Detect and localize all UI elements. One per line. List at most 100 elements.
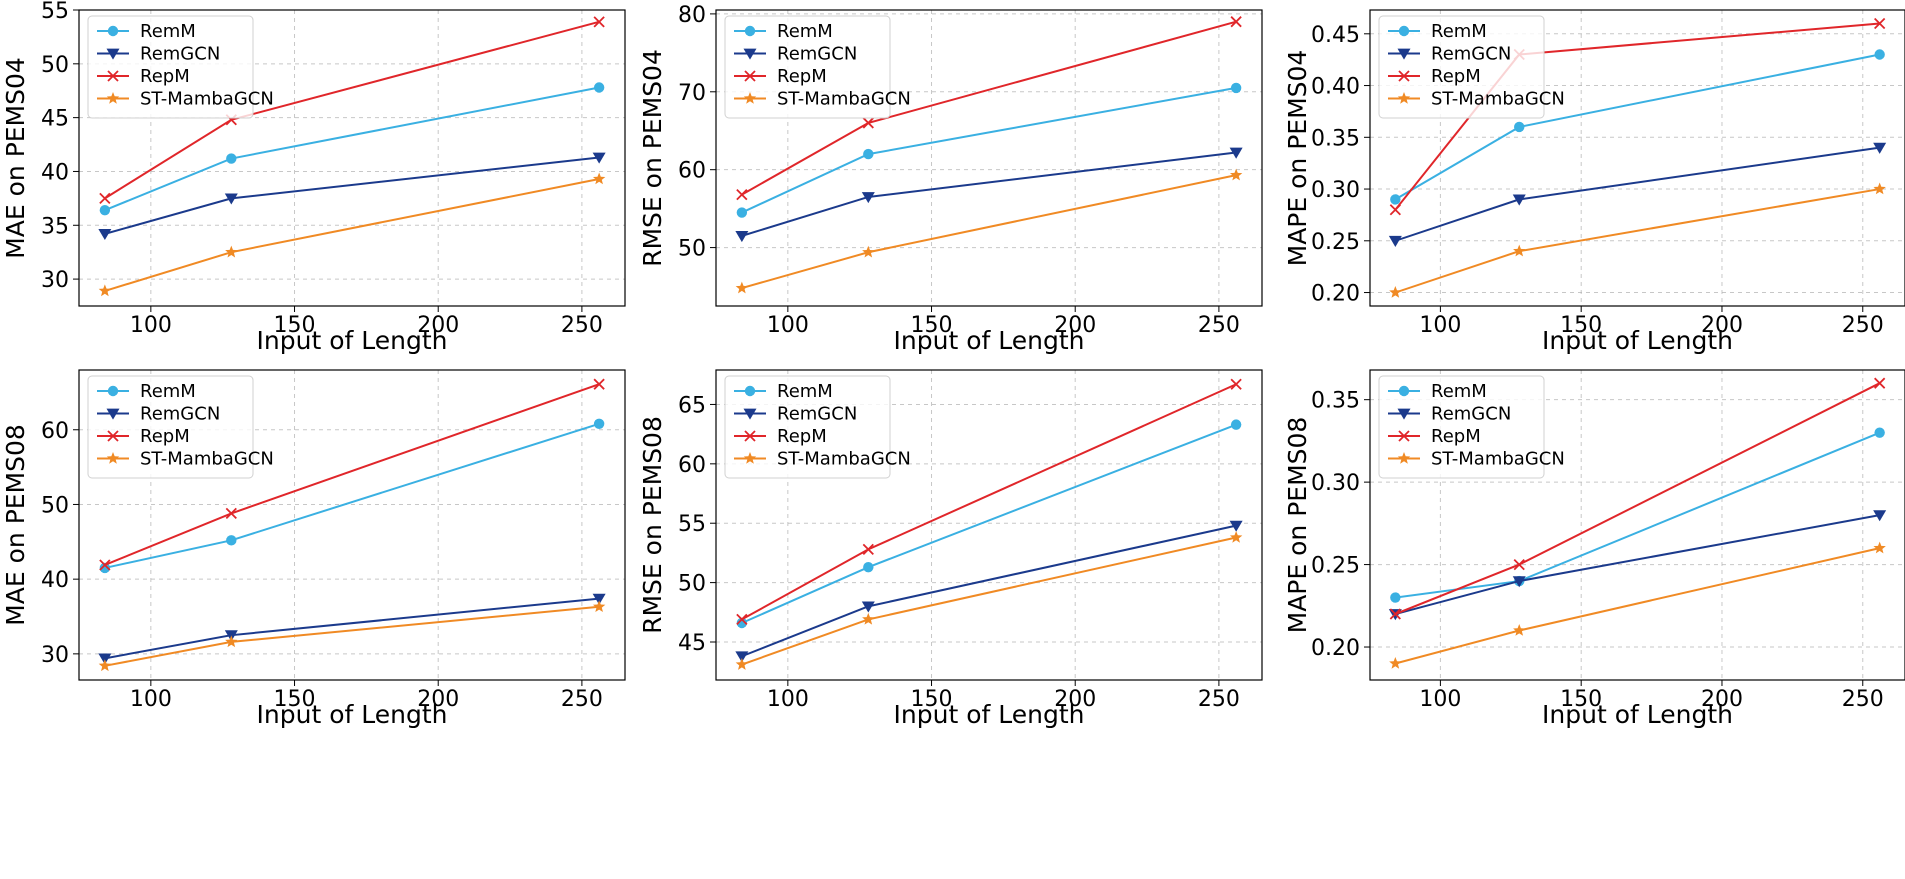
data-point-RemGCN	[1873, 142, 1887, 154]
data-point-RemGCN	[224, 193, 238, 205]
y-tick-label: 0.45	[1311, 23, 1360, 48]
y-tick-label: 50	[678, 237, 706, 262]
data-point-RemM	[736, 207, 748, 218]
data-point-ST-MambaGCN	[1389, 657, 1402, 669]
y-tick-label: 0.30	[1311, 471, 1360, 496]
y-tick-label: 45	[678, 631, 706, 656]
legend-marker-RemGCN	[743, 408, 757, 420]
legend-label-RemGCN: RemGCN	[777, 404, 857, 425]
legend-marker-ST-MambaGCN	[1397, 92, 1411, 104]
y-tick-label: 50	[678, 572, 706, 597]
data-point-ST-MambaGCN	[735, 281, 749, 294]
data-point-RemGCN	[735, 651, 749, 663]
data-point-RemGCN	[98, 653, 112, 665]
legend-marker-RepM	[744, 430, 756, 442]
y-tick-label: 50	[41, 493, 69, 518]
data-point-RemGCN	[98, 229, 112, 241]
data-point-RepM	[1874, 17, 1886, 30]
plot-frame	[78, 9, 626, 307]
data-point-RepM	[99, 559, 111, 571]
legend-marker-ST-MambaGCN	[743, 452, 757, 464]
x-tick-label: 100	[1419, 687, 1461, 712]
data-point-RepM	[1389, 204, 1401, 216]
data-point-RemM	[1390, 194, 1401, 205]
data-point-RemGCN	[1512, 194, 1526, 206]
data-point-RemGCN	[861, 601, 875, 613]
data-point-RemM	[1874, 49, 1885, 60]
legend-marker-RemM	[744, 385, 756, 397]
data-point-RepM	[1389, 608, 1401, 620]
data-point-RepM	[736, 188, 748, 201]
legend-label-ST-MambaGCN: ST-MambaGCN	[140, 449, 274, 470]
data-point-ST-MambaGCN	[1389, 286, 1402, 298]
data-point-ST-MambaGCN	[735, 658, 749, 670]
data-point-RemGCN	[1873, 510, 1887, 522]
chart-panel-5: 100 150 200 250 45 50 55 60 65 Input of Length RMS…	[638, 369, 1263, 729]
legend-label-RepM: RepM	[1431, 426, 1481, 447]
chart-panel-2: 100 150 200 250 50 60 70 80 Input of Length RMSE …	[638, 3, 1263, 355]
chart-panel-1: 100 150 200 250 30 35 40 45 50 55 Input of Length M…	[1, 0, 626, 355]
data-point-RemGCN	[1512, 576, 1526, 588]
data-point-ST-MambaGCN	[592, 600, 606, 613]
plot-frame	[1369, 9, 1905, 307]
legend-label-RemGCN: RemGCN	[777, 44, 857, 65]
legend-label-RemM: RemM	[777, 381, 833, 402]
data-point-RemM	[226, 153, 237, 164]
legend-label-RemM: RemM	[777, 21, 833, 42]
x-tick-label: 250	[561, 313, 603, 338]
plot-area	[735, 16, 1243, 294]
x-tick-label: 100	[130, 687, 172, 712]
data-point-RemM	[593, 82, 605, 93]
y-tick-label: 60	[678, 159, 706, 184]
legend-label-ST-MambaGCN: ST-MambaGCN	[140, 89, 274, 110]
legend-frame	[1378, 375, 1545, 479]
data-point-RemGCN	[735, 231, 749, 243]
series-line-RemGCN	[104, 156, 600, 235]
x-tick-label: 100	[130, 313, 172, 338]
x-tick-label: 250	[1198, 687, 1240, 712]
x-axis-label: Input of Length	[257, 700, 448, 729]
x-tick-label: 250	[1842, 313, 1884, 338]
legend-label-RemM: RemM	[1431, 381, 1487, 402]
y-tick-label: 65	[678, 393, 706, 418]
data-point-RemM	[1514, 121, 1525, 133]
data-point-RemM	[1874, 427, 1885, 438]
chart-panel-6: 100 150 200 250 0.20 0.25 0.30 0.35 Input of Len…	[1283, 369, 1905, 729]
y-tick-label: 30	[41, 268, 69, 293]
y-tick-label: 0.20	[1311, 636, 1360, 661]
legend-marker-RepM	[1398, 430, 1410, 442]
data-point-RemM	[99, 205, 111, 216]
data-point-RepM	[736, 613, 748, 626]
series-line-ST-MambaGCN	[741, 536, 1237, 666]
data-point-RemGCN	[1388, 235, 1402, 247]
x-tick-label: 200	[1054, 687, 1096, 712]
data-point-RemM	[863, 561, 874, 573]
y-tick-label: 0.40	[1311, 75, 1360, 100]
series-line-RemGCN	[104, 597, 600, 660]
x-tick-label: 150	[1560, 687, 1602, 712]
y-tick-label: 80	[678, 3, 706, 28]
data-point-RepM	[593, 378, 605, 390]
data-point-ST-MambaGCN	[98, 284, 112, 297]
legend-frame	[724, 15, 891, 119]
legend-label-RepM: RepM	[777, 66, 827, 87]
data-point-ST-MambaGCN	[1873, 541, 1886, 554]
legend-marker-RemM	[1398, 385, 1410, 397]
series-line-ST-MambaGCN	[1395, 547, 1880, 665]
y-axis-label: RMSE on PEMS08	[638, 416, 667, 634]
data-point-RepM	[225, 507, 237, 520]
y-tick-label: 30	[41, 643, 69, 668]
y-axis-label: MAPE on PEMS04	[1283, 50, 1312, 267]
x-tick-label: 100	[767, 687, 809, 712]
legend-marker-RemGCN	[106, 408, 120, 420]
x-tick-label: 150	[274, 687, 316, 712]
data-point-RemGCN	[1229, 520, 1243, 532]
legend-marker-RepM	[744, 70, 756, 82]
legend-marker-RemGCN	[106, 48, 120, 60]
legend-label-RemM: RemM	[1431, 21, 1487, 42]
legend-label-RemM: RemM	[140, 21, 196, 42]
legend-label-ST-MambaGCN: ST-MambaGCN	[777, 449, 911, 470]
